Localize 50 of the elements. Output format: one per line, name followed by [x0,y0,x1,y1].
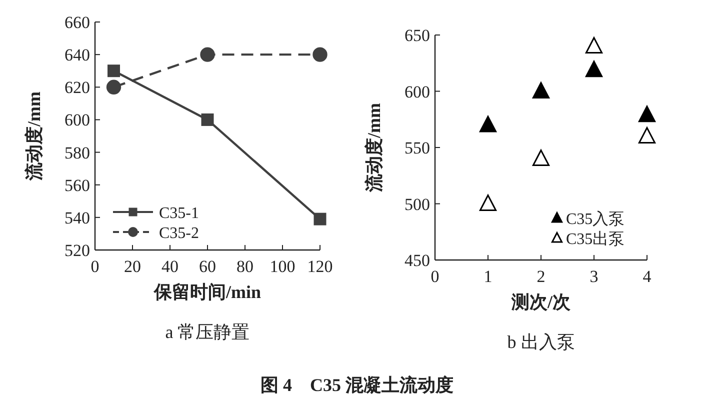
legend-label: C35-2 [159,225,199,242]
point [200,47,215,62]
x-tick-label: 120 [307,257,333,276]
y-tick-label: 560 [64,176,90,195]
x-tick-label: 40 [162,257,178,276]
y-tick-label: 540 [64,208,90,228]
y-tick-label: 500 [404,194,430,214]
x-tick-label: 4 [642,267,652,286]
x-tick-label: 0 [90,257,100,276]
point [312,47,328,62]
x-axis-title: 测次/次 [510,292,572,312]
point [201,113,214,126]
y-axis-title: 流动度/mm [364,103,384,193]
y-axis-title: 流动度/mm [24,92,44,182]
x-tick-label: 3 [590,267,598,286]
x-tick-label: 80 [236,257,254,276]
y-tick-label: 580 [64,143,90,162]
y-tick-label: 600 [404,82,430,102]
legend-label: C35-1 [159,205,199,222]
text: b 出入泵 [507,332,575,352]
caption: 图 4 C35 混凝土流动度 [260,375,454,395]
point [108,64,120,78]
point [585,37,603,54]
y-tick-label: 620 [64,78,90,98]
text: a 常压静置 [165,322,250,342]
y-tick-label: 520 [64,241,90,260]
y-tick-label: 550 [404,138,430,158]
point [314,212,326,226]
point [106,80,122,94]
point [638,127,656,144]
x-tick-label: 2 [536,267,546,286]
y-tick-label: 600 [64,110,90,130]
x-tick-label: 0 [430,267,440,286]
x-tick-label: 60 [199,257,216,276]
y-tick-label: 450 [404,251,430,270]
point [532,82,550,98]
y-tick-label: 640 [64,46,90,65]
x-axis-title: 保留时间/min [152,282,262,302]
legend-label: C35出泵 [566,230,625,248]
y-tick-label: 660 [64,13,90,32]
point [585,60,603,78]
x-tick-label: 1 [484,267,492,286]
point [479,194,497,211]
point [479,116,497,132]
point [638,106,656,122]
x-tick-label: 20 [124,257,141,276]
x-tick-label: 100 [270,257,296,276]
point [532,150,550,166]
legend-label: C35入泵 [566,210,625,228]
y-tick-label: 650 [404,26,430,45]
